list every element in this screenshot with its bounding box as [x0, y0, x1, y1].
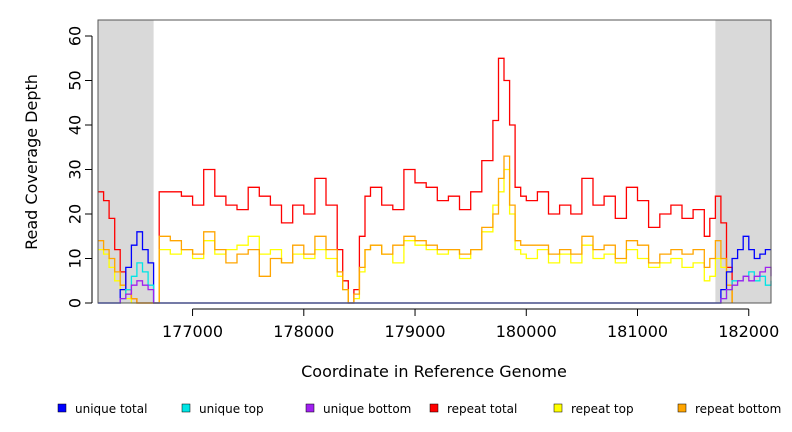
legend-swatch-unique-total — [57, 403, 67, 413]
x-tick-label: 178000 — [273, 322, 334, 341]
y-tick-label: 40 — [66, 115, 85, 135]
series-line-unique-bottom — [98, 266, 772, 304]
series-lines — [98, 57, 772, 304]
legend-label-unique-top: unique top — [199, 402, 264, 416]
legend-label-repeat-total: repeat total — [447, 402, 517, 416]
legend-swatch-unique-bottom — [305, 403, 315, 413]
shaded-region-2 — [715, 20, 771, 303]
y-axis-title: Read Coverage Depth — [22, 74, 41, 250]
shaded-region-1 — [98, 20, 154, 303]
legend-swatch-repeat-total — [429, 403, 439, 413]
y-tick-label: 30 — [66, 159, 85, 179]
x-tick-label: 182000 — [718, 322, 779, 341]
legend-label-unique-bottom: unique bottom — [323, 402, 411, 416]
x-axis: 177000 178000 179000 180000 181000 182000 — [162, 308, 779, 341]
legend-label-repeat-bottom: repeat bottom — [695, 402, 781, 416]
legend-label-repeat-top: repeat top — [571, 402, 634, 416]
legend: unique total unique top unique bottom repea… — [57, 402, 781, 416]
x-axis-title: Coordinate in Reference Genome — [301, 362, 567, 381]
series-line-unique-top — [98, 262, 772, 304]
shaded-regions — [98, 20, 771, 303]
series-line-unique-total — [98, 231, 771, 304]
y-tick-label: 60 — [66, 26, 85, 46]
y-tick-label: 20 — [66, 204, 85, 224]
y-tick-label: 50 — [66, 70, 85, 90]
legend-label-unique-total: unique total — [75, 402, 147, 416]
x-tick-label: 177000 — [162, 322, 223, 341]
y-axis: 0 10 20 30 40 50 60 — [66, 26, 93, 308]
y-tick-label: 10 — [66, 248, 85, 268]
x-tick-label: 179000 — [384, 322, 445, 341]
legend-swatch-repeat-bottom — [677, 403, 687, 413]
x-tick-label: 181000 — [607, 322, 668, 341]
series-line-repeat-total — [98, 57, 733, 304]
plot-frame — [97, 19, 772, 304]
y-tick-label: 0 — [66, 298, 85, 308]
legend-swatch-unique-top — [181, 403, 191, 413]
series-line-repeat-bottom — [98, 155, 733, 304]
x-tick-label: 180000 — [496, 322, 557, 341]
legend-swatch-repeat-top — [553, 403, 563, 413]
